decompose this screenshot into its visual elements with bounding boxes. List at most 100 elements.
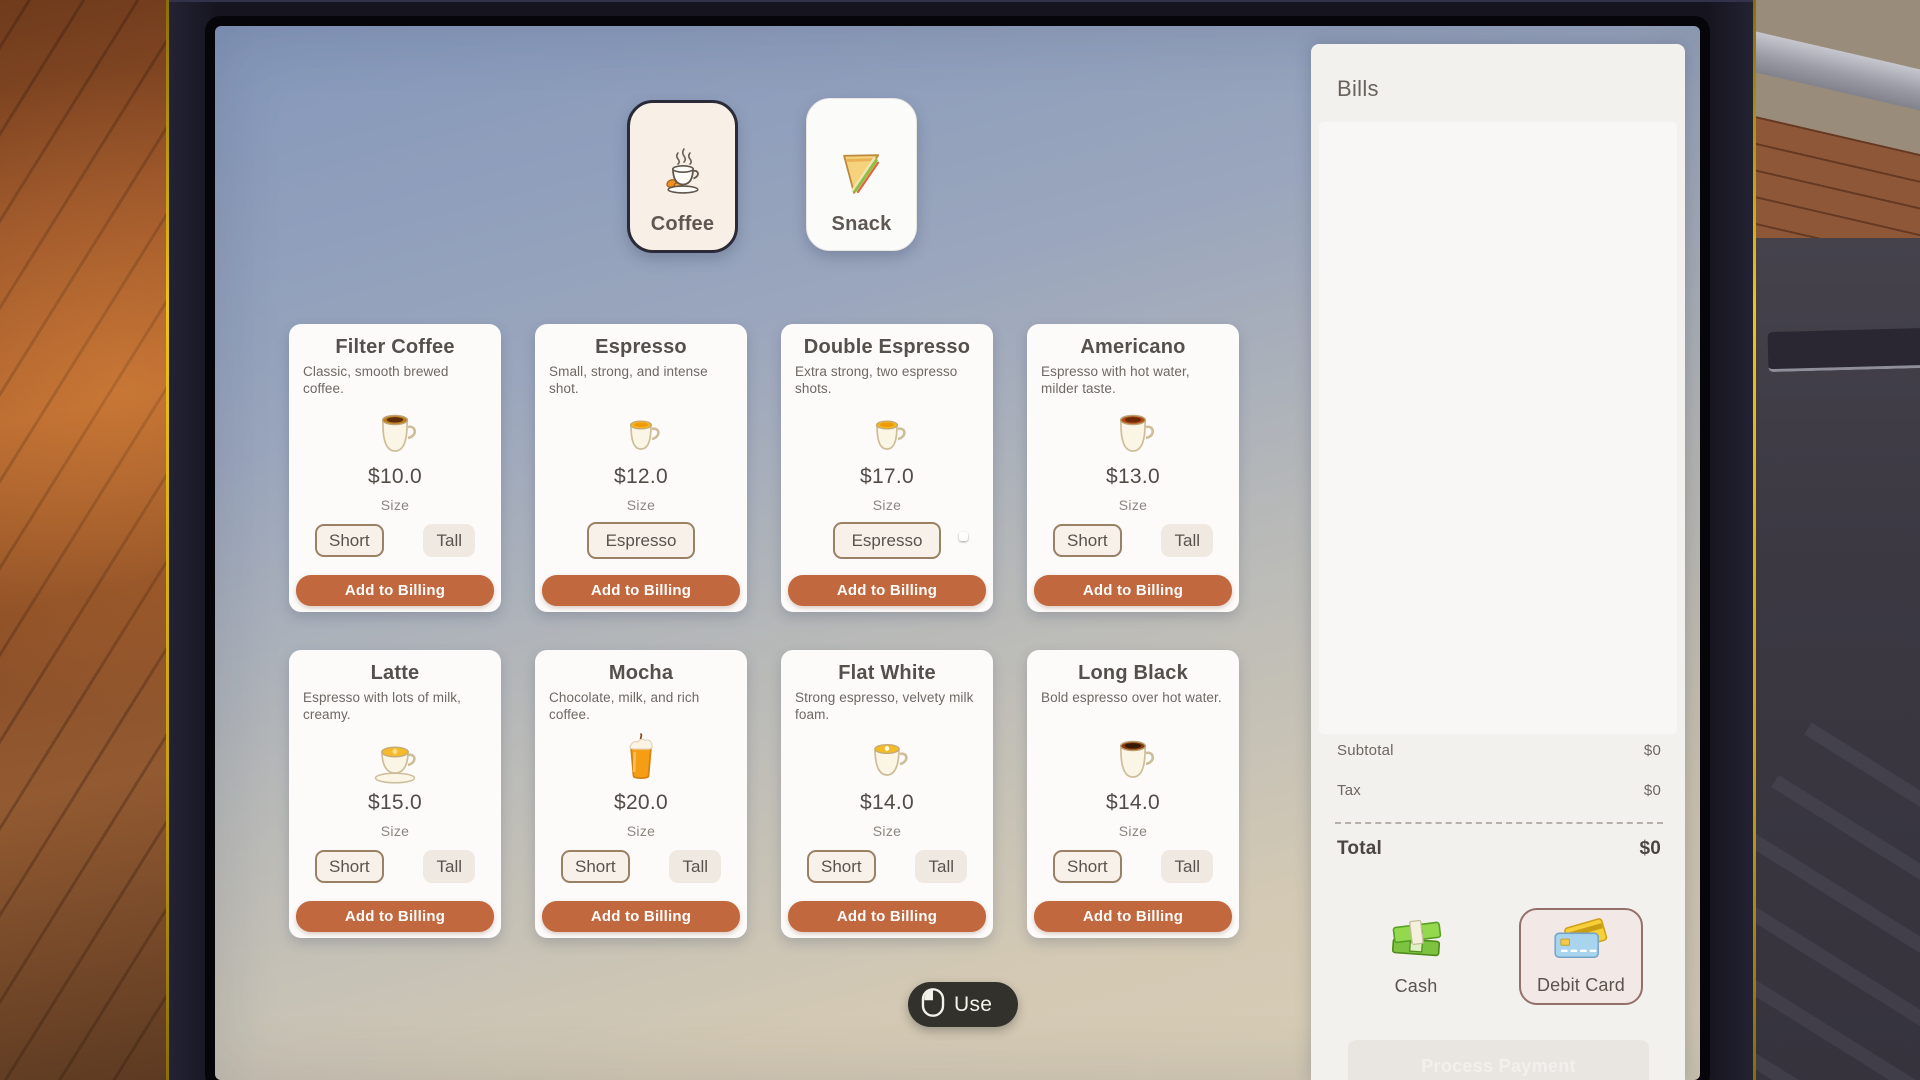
menu-card-americano: Americano Espresso with hot water, milde… — [1027, 324, 1239, 612]
flat-white-cup-icon — [781, 730, 993, 788]
size-tall-button[interactable]: Tall — [423, 849, 475, 883]
coffee-cup-icon — [654, 143, 712, 203]
latte-cup-icon — [289, 730, 501, 788]
size-options: Espresso — [535, 520, 747, 560]
item-name: Latte — [370, 662, 420, 684]
tax-label: Tax — [1337, 782, 1361, 799]
process-payment-button[interactable]: Process Payment — [1348, 1040, 1649, 1080]
tab-coffee[interactable]: Coffee — [627, 100, 738, 253]
size-label: Size — [626, 497, 656, 513]
size-label: Size — [1118, 823, 1148, 839]
size-short-button[interactable]: Short — [315, 849, 384, 883]
total-label: Total — [1337, 838, 1382, 859]
payment-cash-button[interactable]: Cash — [1357, 906, 1475, 1006]
environment-right — [1756, 0, 1920, 1080]
item-description: Espresso with lots of milk, creamy. — [303, 690, 461, 722]
environment-wood-wall — [0, 0, 170, 1080]
item-description: Bold espresso over hot water. — [1041, 690, 1222, 705]
item-price: $17.0 — [859, 465, 915, 488]
size-label: Size — [872, 497, 902, 513]
subtotal-label: Subtotal — [1337, 742, 1394, 759]
size-label: Size — [1118, 497, 1148, 513]
add-to-billing-button[interactable]: Add to Billing — [296, 901, 494, 932]
item-description: Classic, smooth brewed coffee. — [303, 364, 449, 396]
espresso-cup-icon — [781, 404, 993, 462]
tab-snack[interactable]: Snack — [806, 98, 917, 251]
tab-snack-label: Snack — [831, 213, 892, 235]
item-price: $12.0 — [613, 465, 669, 488]
debit-card-icon — [1552, 917, 1610, 967]
add-to-billing-button[interactable]: Add to Billing — [788, 575, 986, 606]
machine-panel-lines — [1756, 685, 1920, 1080]
item-description: Extra strong, two espresso shots. — [795, 364, 958, 396]
size-label: Size — [380, 497, 410, 513]
size-espresso-button[interactable]: Espresso — [832, 521, 942, 559]
size-short-button[interactable]: Short — [561, 849, 630, 883]
subtotal-row: Subtotal $0 — [1337, 742, 1661, 759]
bezel-edge-left — [166, 0, 169, 1080]
size-options: Short Tall — [1027, 520, 1239, 560]
menu-card-mocha: Mocha Chocolate, milk, and rich coffee. … — [535, 650, 747, 938]
payment-debit-card-button[interactable]: Debit Card — [1519, 908, 1643, 1005]
total-row: Total $0 — [1337, 838, 1661, 860]
size-options: Short Tall — [535, 846, 747, 886]
size-tall-button[interactable]: Tall — [1161, 849, 1213, 883]
add-to-billing-button[interactable]: Add to Billing — [788, 901, 986, 932]
menu-card-long-black: Long Black Bold espresso over hot water.… — [1027, 650, 1239, 938]
item-description: Chocolate, milk, and rich coffee. — [549, 690, 700, 722]
add-to-billing-button[interactable]: Add to Billing — [296, 575, 494, 606]
item-name: Long Black — [1078, 662, 1188, 684]
item-name: Americano — [1080, 336, 1186, 358]
menu-card-double-espresso: Double Espresso Extra strong, two espres… — [781, 324, 993, 612]
item-price: $13.0 — [1105, 465, 1161, 488]
bills-title: Bills — [1337, 76, 1379, 101]
size-short-button[interactable]: Short — [1053, 849, 1122, 883]
receipt-area — [1319, 122, 1677, 734]
size-options: Short Tall — [1027, 846, 1239, 886]
mug-long-black-icon — [1027, 730, 1239, 788]
machine-slot — [1767, 327, 1920, 373]
size-options: Short Tall — [781, 846, 993, 886]
size-tall-button[interactable]: Tall — [1161, 523, 1213, 557]
menu-card-latte: Latte Espresso with lots of milk, creamy… — [289, 650, 501, 938]
mug-filter-coffee-icon — [289, 404, 501, 462]
receipt-divider — [1335, 822, 1663, 824]
item-price: $20.0 — [613, 791, 669, 814]
size-label: Size — [380, 823, 410, 839]
size-short-button[interactable]: Short — [315, 523, 384, 557]
bills-panel: Bills Subtotal $0 Tax $0 Total $0 — [1311, 44, 1685, 1080]
use-label: Use — [954, 992, 993, 1016]
add-to-billing-button[interactable]: Add to Billing — [542, 901, 740, 932]
menu-card-filter-coffee: Filter Coffee Classic, smooth brewed cof… — [289, 324, 501, 612]
mocha-glass-icon — [535, 730, 747, 788]
use-prompt: Use — [908, 982, 1018, 1027]
size-label: Size — [872, 823, 902, 839]
size-tall-button[interactable]: Tall — [423, 523, 475, 557]
item-name: Espresso — [595, 336, 687, 358]
debit-card-label: Debit Card — [1536, 974, 1626, 995]
size-tall-button[interactable]: Tall — [669, 849, 721, 883]
size-options: Short Tall — [289, 846, 501, 886]
add-to-billing-button[interactable]: Add to Billing — [1034, 901, 1232, 932]
cash-label: Cash — [1394, 976, 1438, 996]
add-to-billing-button[interactable]: Add to Billing — [542, 575, 740, 606]
size-short-button[interactable]: Short — [807, 849, 876, 883]
add-to-billing-button[interactable]: Add to Billing — [1034, 575, 1232, 606]
card-reader-machine — [1756, 238, 1920, 1080]
size-tall-button[interactable]: Tall — [915, 849, 967, 883]
item-name: Flat White — [838, 662, 936, 684]
menu-card-espresso: Espresso Small, strong, and intense shot… — [535, 324, 747, 612]
espresso-cup-icon — [535, 404, 747, 462]
subtotal-value: $0 — [1643, 742, 1661, 759]
game-cursor — [959, 532, 968, 541]
tax-row: Tax $0 — [1337, 782, 1661, 799]
mouse-left-click-icon — [921, 987, 945, 1023]
item-name: Mocha — [608, 662, 674, 684]
item-price: $15.0 — [367, 791, 423, 814]
size-espresso-button[interactable]: Espresso — [586, 521, 696, 559]
size-options: Short Tall — [289, 520, 501, 560]
menu-card-flat-white: Flat White Strong espresso, velvety milk… — [781, 650, 993, 938]
item-description: Small, strong, and intense shot. — [549, 364, 708, 396]
size-short-button[interactable]: Short — [1053, 523, 1122, 557]
